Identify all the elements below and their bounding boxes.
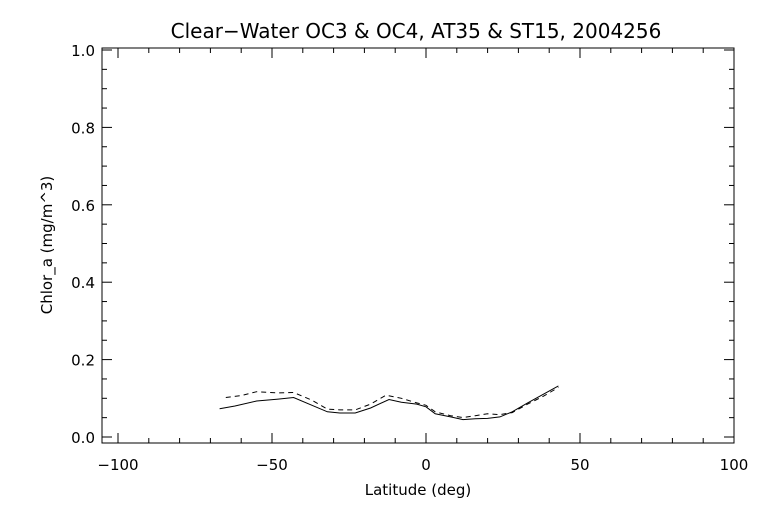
plot-frame — [101, 47, 735, 444]
y-tick-label: 1.0 — [71, 42, 95, 60]
x-tick-labels: −100 −50 0 50 100 — [97, 456, 748, 474]
y-tick-labels: 0.0 0.2 0.4 0.6 0.8 1.0 — [71, 42, 95, 447]
series-line-dashed — [225, 387, 559, 419]
y-tick-label: 0.6 — [71, 197, 95, 215]
y-tick-label: 0.4 — [71, 274, 95, 292]
series-layer — [219, 385, 559, 421]
axis-ticks — [102, 48, 735, 443]
x-tick-label: −100 — [97, 456, 138, 474]
x-tick-label: −50 — [256, 456, 288, 474]
chart-title: Clear−Water OC3 & OC4, AT35 & ST15, 2004… — [171, 19, 662, 43]
y-axis-label: Chlor_a (mg/m^3) — [38, 176, 57, 315]
x-tick-label: 50 — [570, 456, 589, 474]
x-tick-label: 100 — [720, 456, 749, 474]
y-tick-label: 0.2 — [71, 352, 95, 370]
series-line-solid — [219, 385, 559, 421]
y-tick-label: 0.8 — [71, 119, 95, 137]
x-axis-label: Latitude (deg) — [365, 481, 471, 499]
x-tick-label: 0 — [421, 456, 431, 474]
y-tick-label: 0.0 — [71, 429, 95, 447]
